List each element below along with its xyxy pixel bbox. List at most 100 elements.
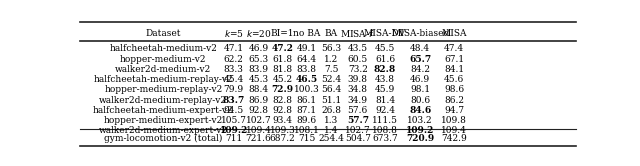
Text: 86.9: 86.9 (248, 96, 269, 105)
Text: walker2d-medium-v2: walker2d-medium-v2 (115, 65, 211, 74)
Text: 254.4: 254.4 (319, 133, 344, 143)
Text: 109.2: 109.2 (220, 126, 248, 135)
Text: MISA-$f$: MISA-$f$ (340, 28, 375, 39)
Text: 92.8: 92.8 (248, 106, 269, 115)
Text: 34.8: 34.8 (348, 85, 368, 94)
Text: 56.4: 56.4 (321, 85, 342, 94)
Text: $k$=20: $k$=20 (246, 28, 271, 39)
Text: halfcheetah-medium-expert-v2: halfcheetah-medium-expert-v2 (93, 106, 234, 115)
Text: 92.8: 92.8 (273, 106, 292, 115)
Text: 48.4: 48.4 (410, 44, 430, 53)
Text: 94.5: 94.5 (223, 106, 244, 115)
Text: 105.7: 105.7 (221, 116, 247, 125)
Text: 103.2: 103.2 (408, 116, 433, 125)
Text: 61.8: 61.8 (272, 55, 292, 64)
Text: 109.4: 109.4 (246, 126, 271, 135)
Text: 93.4: 93.4 (273, 116, 292, 125)
Text: 45.5: 45.5 (375, 44, 396, 53)
Text: 67.1: 67.1 (444, 55, 464, 64)
Text: MISA-DV: MISA-DV (364, 29, 406, 38)
Text: 109.4: 109.4 (441, 126, 467, 135)
Text: 84.2: 84.2 (410, 65, 430, 74)
Text: 52.4: 52.4 (321, 75, 342, 84)
Text: 711: 711 (225, 133, 243, 143)
Text: 62.2: 62.2 (224, 55, 244, 64)
Text: 86.2: 86.2 (444, 96, 464, 105)
Text: 98.1: 98.1 (410, 85, 430, 94)
Text: 83.7: 83.7 (223, 96, 245, 105)
Text: 45.4: 45.4 (223, 75, 244, 84)
Text: 108.8: 108.8 (372, 126, 398, 135)
Text: 80.6: 80.6 (410, 96, 430, 105)
Text: MISA: MISA (441, 29, 467, 38)
Text: 81.4: 81.4 (375, 96, 395, 105)
Text: 1.3: 1.3 (324, 116, 339, 125)
Text: 7.5: 7.5 (324, 65, 339, 74)
Text: 109.3: 109.3 (269, 126, 295, 135)
Text: Dataset: Dataset (145, 29, 181, 38)
Text: hopper-medium-replay-v2: hopper-medium-replay-v2 (104, 85, 223, 94)
Text: 46.5: 46.5 (296, 75, 317, 84)
Text: 47.2: 47.2 (271, 44, 293, 53)
Text: halfcheetah-medium-replay-v2: halfcheetah-medium-replay-v2 (93, 75, 233, 84)
Text: 56.3: 56.3 (321, 44, 342, 53)
Text: 94.7: 94.7 (444, 106, 464, 115)
Text: 83.8: 83.8 (297, 65, 317, 74)
Text: 86.1: 86.1 (296, 96, 317, 105)
Text: 64.4: 64.4 (296, 55, 317, 64)
Text: 87.1: 87.1 (296, 106, 317, 115)
Text: gym-locomotion-v2 (total): gym-locomotion-v2 (total) (104, 133, 223, 143)
Text: 109.2: 109.2 (406, 126, 435, 135)
Text: 49.1: 49.1 (296, 44, 317, 53)
Text: 57.6: 57.6 (348, 106, 368, 115)
Text: 100.3: 100.3 (294, 85, 319, 94)
Text: 102.7: 102.7 (246, 116, 271, 125)
Text: 47.1: 47.1 (224, 44, 244, 53)
Text: 45.6: 45.6 (444, 75, 464, 84)
Text: 83.9: 83.9 (248, 65, 269, 74)
Text: $k$=5: $k$=5 (224, 28, 244, 39)
Text: 89.6: 89.6 (296, 116, 317, 125)
Text: 46.9: 46.9 (410, 75, 430, 84)
Text: hopper-medium-v2: hopper-medium-v2 (120, 55, 207, 64)
Text: 79.9: 79.9 (224, 85, 244, 94)
Text: no BA: no BA (293, 29, 321, 38)
Text: 57.7: 57.7 (347, 116, 369, 125)
Text: 43.8: 43.8 (375, 75, 395, 84)
Text: 742.9: 742.9 (441, 133, 467, 143)
Text: 84.6: 84.6 (409, 106, 431, 115)
Text: 504.7: 504.7 (345, 133, 371, 143)
Text: 82.8: 82.8 (273, 96, 292, 105)
Text: MISA-biased: MISA-biased (391, 29, 449, 38)
Text: 1.4: 1.4 (324, 126, 339, 135)
Text: 45.3: 45.3 (248, 75, 269, 84)
Text: 721.6: 721.6 (246, 133, 271, 143)
Text: 108.1: 108.1 (294, 126, 319, 135)
Text: 82.8: 82.8 (374, 65, 396, 74)
Text: 102.7: 102.7 (345, 126, 371, 135)
Text: 39.8: 39.8 (348, 75, 368, 84)
Text: 83.3: 83.3 (224, 65, 244, 74)
Text: 715: 715 (298, 133, 316, 143)
Text: 46.9: 46.9 (248, 44, 269, 53)
Text: 45.9: 45.9 (375, 85, 395, 94)
Text: 65.3: 65.3 (248, 55, 269, 64)
Text: 98.6: 98.6 (444, 85, 464, 94)
Text: BI=1: BI=1 (271, 29, 294, 38)
Text: walker2d-medium-expert-v2: walker2d-medium-expert-v2 (99, 126, 228, 135)
Text: BA: BA (325, 29, 338, 38)
Text: 84.1: 84.1 (444, 65, 464, 74)
Text: 65.7: 65.7 (409, 55, 431, 64)
Text: 720.9: 720.9 (406, 133, 435, 143)
Text: walker2d-medium-replay-v2: walker2d-medium-replay-v2 (99, 96, 227, 105)
Text: 51.1: 51.1 (321, 96, 342, 105)
Text: 60.5: 60.5 (348, 55, 368, 64)
Text: 61.6: 61.6 (375, 55, 395, 64)
Text: 81.8: 81.8 (272, 65, 292, 74)
Text: 687.2: 687.2 (269, 133, 295, 143)
Text: hopper-medium-expert-v2: hopper-medium-expert-v2 (104, 116, 223, 125)
Text: 47.4: 47.4 (444, 44, 464, 53)
Text: 34.9: 34.9 (348, 96, 368, 105)
Text: 73.2: 73.2 (348, 65, 368, 74)
Text: 88.4: 88.4 (248, 85, 269, 94)
